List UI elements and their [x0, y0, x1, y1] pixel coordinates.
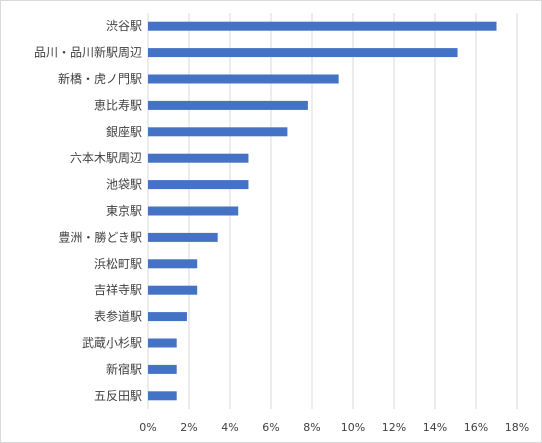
category-label: 吉祥寺駅 — [94, 283, 142, 297]
category-label: 銀座駅 — [106, 124, 142, 139]
bar — [148, 312, 187, 322]
bar — [148, 100, 308, 110]
x-tick-label: 4% — [221, 421, 238, 434]
category-label: 五反田駅 — [94, 389, 142, 403]
x-tick-label: 2% — [180, 421, 197, 434]
category-label: 東京駅 — [106, 204, 142, 218]
category-label: 新宿駅 — [106, 361, 142, 376]
bar — [148, 153, 249, 163]
category-label: 恵比寿駅 — [94, 98, 142, 112]
bar — [148, 338, 177, 348]
x-tick-label: 6% — [262, 421, 279, 434]
category-label: 浜松町駅 — [94, 257, 142, 271]
x-tick-label: 14% — [423, 421, 447, 434]
category-label: 豊洲・勝どき駅 — [58, 229, 142, 244]
category-label: 新橋・虎ノ門駅 — [58, 71, 142, 86]
bar — [148, 206, 239, 216]
bar — [148, 232, 218, 242]
category-label: 武蔵小杉駅 — [82, 336, 142, 350]
category-label: 池袋駅 — [106, 178, 142, 192]
x-tick-label: 16% — [464, 421, 488, 434]
bar — [148, 391, 177, 401]
bar — [148, 259, 198, 269]
category-label: 表参道駅 — [94, 309, 142, 324]
bar — [148, 127, 288, 137]
bar — [148, 21, 497, 31]
x-tick-label: 10% — [341, 421, 365, 434]
bar — [148, 48, 458, 58]
x-tick-label: 18% — [505, 421, 529, 434]
x-tick-label: 12% — [382, 421, 406, 434]
x-tick-label: 0% — [139, 421, 156, 434]
category-label: 渋谷駅 — [106, 19, 142, 33]
category-label: 六本木駅周辺 — [70, 151, 142, 165]
category-label: 品川・品川新駅周辺 — [34, 45, 142, 60]
bar — [148, 180, 249, 190]
bar — [148, 364, 177, 374]
bar — [148, 74, 339, 84]
category-labels: 渋谷駅品川・品川新駅周辺新橋・虎ノ門駅恵比寿駅銀座駅六本木駅周辺池袋駅東京駅豊洲… — [34, 19, 142, 403]
bar — [148, 285, 198, 295]
bars — [148, 21, 497, 401]
x-axis-tick-labels: 0% 2% 4% 6% 8% 10% 12% 14% 16% 18% — [139, 421, 529, 434]
x-tick-label: 8% — [303, 421, 320, 434]
